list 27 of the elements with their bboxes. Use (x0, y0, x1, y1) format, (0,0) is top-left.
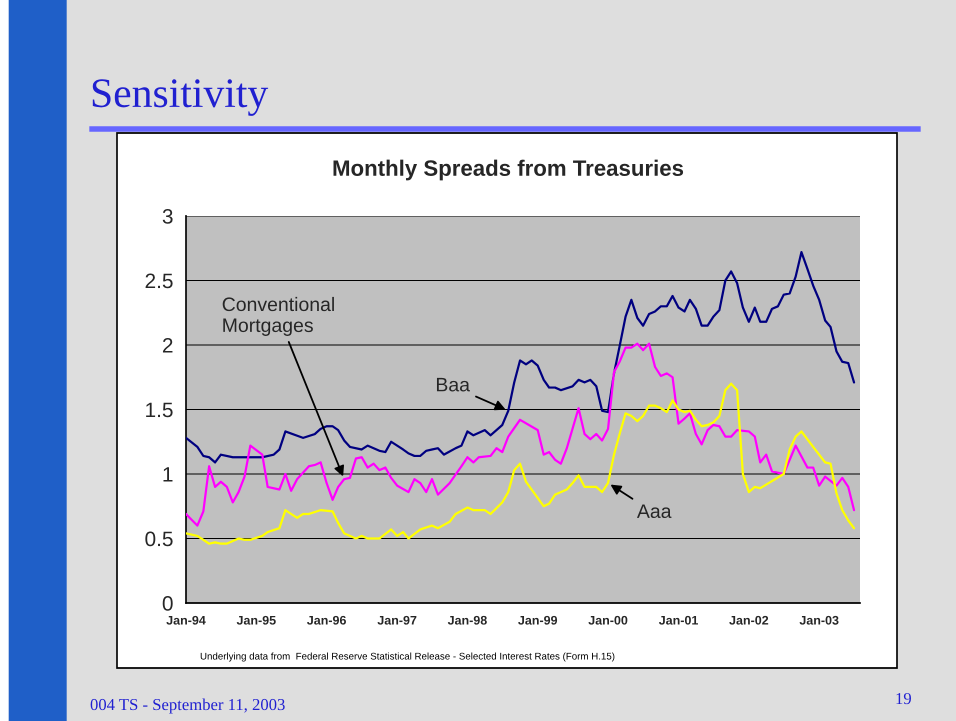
chart-subtitle: Monthly Spreads from Treasuries (334, 160, 684, 180)
x-tick-label: Jan-00 (588, 616, 628, 625)
annotation: Conventional Mortgages (222, 296, 334, 336)
text: Underlying data from Federal Reserve Statistical Release - Selected Interest Rates (Form H.15) (200, 652, 614, 662)
x-tick-label: Jan-01 (658, 616, 698, 625)
x-tick-label: Jan-95 (236, 616, 276, 625)
x-tick-label: Jan-94 (166, 616, 206, 625)
x-tick-label: Jan-02 (729, 616, 768, 625)
y-tick-label: 2 (162, 338, 172, 353)
line-series (186, 251, 856, 464)
y-tick-label: 2.5 (146, 274, 173, 288)
x-tick-label: Jan-03 (800, 616, 839, 625)
y-tick-label: 3 (162, 209, 173, 224)
y-tick-label: 0 (162, 596, 173, 611)
x-tick-label: Jan-99 (518, 616, 558, 625)
y-tick-label: 1 (164, 467, 172, 482)
y-tick-label: 0.5 (145, 532, 173, 546)
annotation: Baa (436, 378, 470, 392)
y-tick-label: 1.5 (146, 402, 173, 418)
text: 19 (896, 692, 911, 704)
x-tick-label: Jan-98 (448, 616, 487, 625)
text: 004 TS - September 11, 2003 (90, 698, 285, 714)
x-tick-label: Jan-97 (378, 616, 416, 625)
x-tick-label: Jan-96 (307, 616, 346, 625)
line-series (186, 342, 856, 527)
chart-title: Sensitivity (92, 79, 268, 116)
annotation: Aaa (636, 504, 672, 518)
